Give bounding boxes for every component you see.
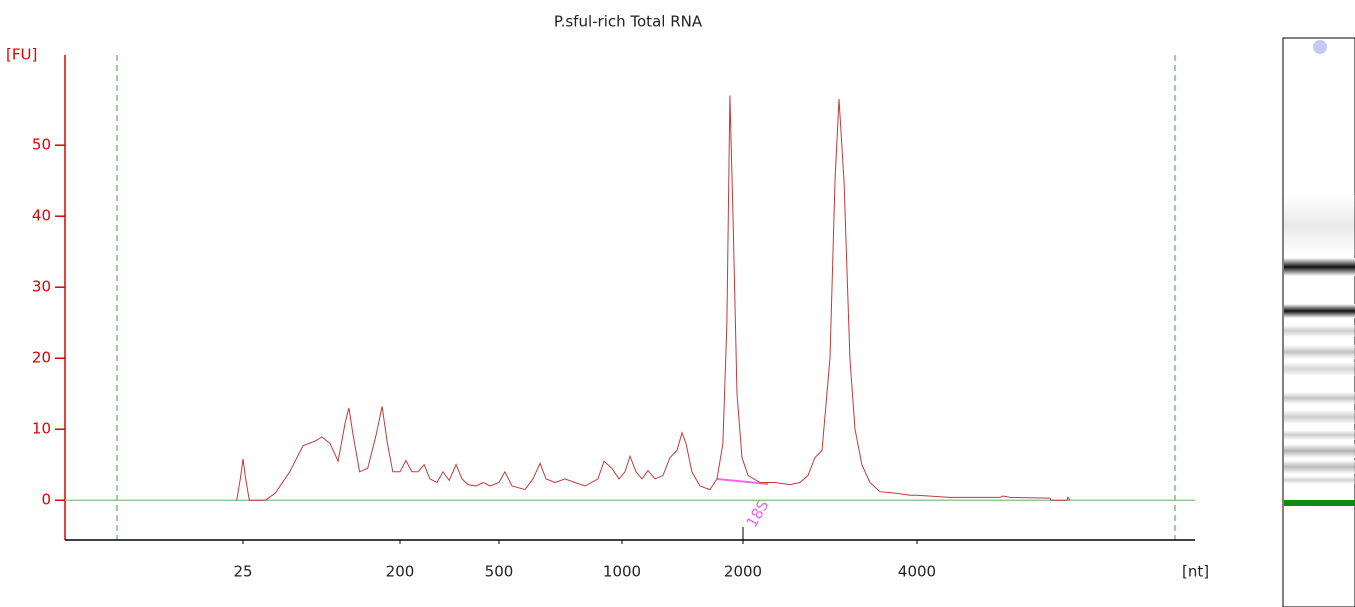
y-tick-label: 20	[32, 349, 51, 367]
y-tick-label: 40	[32, 207, 51, 225]
peak-baseline	[716, 478, 769, 485]
y-tick-label: 10	[32, 420, 51, 438]
y-axis-label: [FU]	[6, 46, 37, 64]
y-tick-label: 50	[32, 136, 51, 154]
gel-lane	[1282, 37, 1355, 607]
x-axis-label: [nt]	[1182, 563, 1209, 581]
trace	[236, 95, 1071, 501]
chart-title: P.sful-rich Total RNA	[554, 13, 703, 31]
x-tick-label: 500	[485, 563, 514, 581]
y-tick-label: 0	[41, 491, 51, 509]
x-tick-label: 200	[386, 563, 415, 581]
x-tick-label: 25	[233, 563, 252, 581]
peak-annotation: 18S	[743, 497, 773, 531]
x-tick-label: 4000	[898, 563, 936, 581]
y-tick-label: 30	[32, 278, 51, 296]
x-tick-label: 2000	[724, 563, 762, 581]
x-tick-label: 1000	[603, 563, 641, 581]
